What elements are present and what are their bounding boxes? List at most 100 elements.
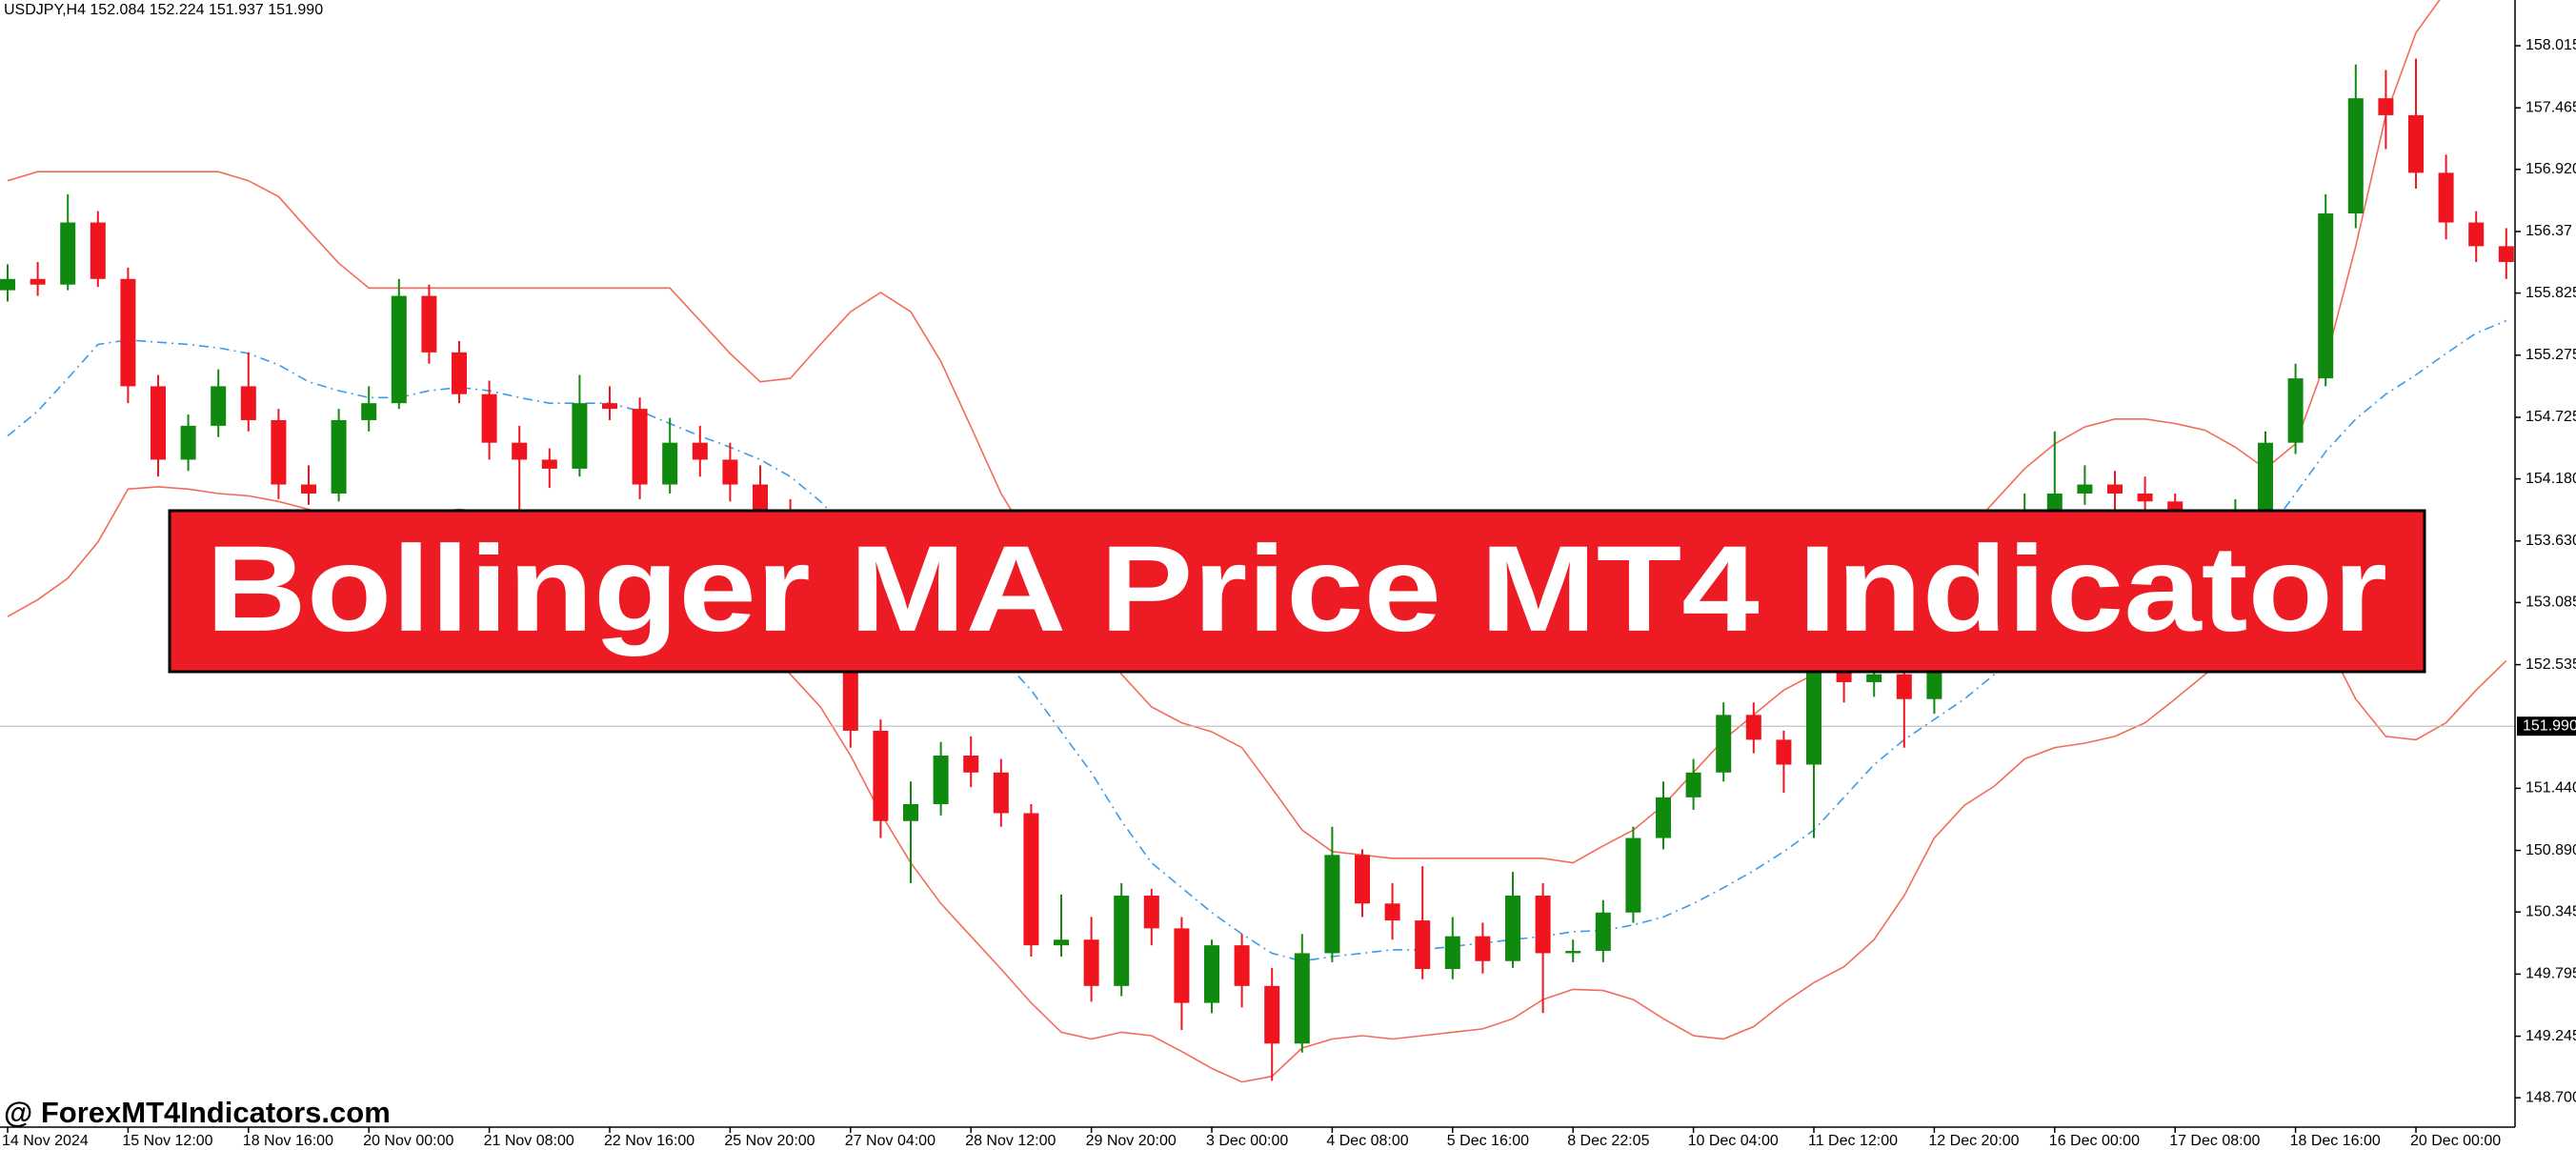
candle-body [2046,494,2063,511]
x-tick-label: 22 Nov 16:00 [604,1133,694,1149]
y-tick-label: 150.345 [2526,903,2576,919]
candle-body [1595,912,1611,952]
candle-body [1114,895,1130,986]
candle-body [2287,378,2304,443]
x-tick-label: 29 Nov 20:00 [1086,1133,1177,1149]
candle-body [572,403,588,469]
candle-body [602,403,617,410]
candle-body [2498,246,2514,263]
candle-body [2378,98,2394,115]
candle-body [1806,656,1821,765]
candle-body [2438,172,2454,223]
candle-body [30,278,46,285]
candle-body [2137,494,2153,502]
y-tick-label: 156.920 [2526,161,2576,177]
candle-body [541,459,557,469]
candle-body [211,386,227,426]
candle-body [722,459,738,485]
current-price-label: 151.990 [2523,717,2576,734]
x-tick-label: 21 Nov 08:00 [484,1133,574,1149]
candle-body [993,772,1009,814]
candle-body [180,425,196,460]
candle-body [1264,985,1280,1044]
candle-body [301,484,316,494]
candle-body [120,278,136,387]
candle-body [1745,715,1761,740]
candle-body [0,278,15,291]
x-tick-label: 10 Dec 04:00 [1688,1133,1779,1149]
candle-body [933,756,949,804]
y-tick-label: 156.37 [2526,223,2572,239]
y-tick-label: 151.440 [2526,780,2576,797]
candle-body [1625,837,1641,913]
candle-body [1355,855,1370,904]
candle-body [240,386,256,420]
candle-body [331,419,347,494]
x-tick-label: 4 Dec 08:00 [1326,1133,1408,1149]
banner-box [168,509,2426,674]
x-tick-label: 25 Nov 20:00 [724,1133,815,1149]
y-tick-label: 150.890 [2526,842,2576,858]
candle-body [1565,951,1581,954]
candle-body [2347,98,2364,214]
candle-body [1656,797,1671,838]
y-tick-label: 155.825 [2526,285,2576,301]
candle-body [512,442,528,460]
y-tick-label: 152.535 [2526,656,2576,673]
candle-body [1384,903,1400,921]
candle-body [1023,813,1039,946]
upper-band [7,0,2441,864]
candle-body [1444,936,1460,970]
candle-body [662,442,678,485]
candle-body [1535,895,1551,954]
candle-body [2107,484,2123,494]
y-tick-label: 153.630 [2526,533,2576,549]
candle-body [1415,920,1431,970]
x-tick-label: 28 Nov 12:00 [965,1133,1056,1149]
candle-body [1294,953,1310,1044]
y-tick-label: 154.725 [2526,409,2576,425]
x-tick-label: 17 Dec 08:00 [2169,1133,2260,1149]
candle-body [2258,442,2273,511]
y-tick-label: 157.465 [2526,99,2576,115]
x-tick-label: 3 Dec 00:00 [1206,1133,1288,1149]
y-tick-label: 148.700 [2526,1089,2576,1105]
x-tick-label: 15 Nov 12:00 [122,1133,212,1149]
candle-body [361,403,377,420]
candle-body [1083,939,1099,986]
candle-body [1204,945,1219,1003]
candle-body [2077,484,2093,494]
candle-body [1324,855,1340,954]
current-price-box [2517,716,2576,736]
y-tick-label: 153.085 [2526,595,2576,611]
x-tick-label: 20 Dec 00:00 [2410,1133,2501,1149]
chart-header: USDJPY,H4 152.084 152.224 151.937 151.99… [4,2,323,18]
candle-body [1866,674,1882,682]
x-tick-label: 20 Nov 00:00 [363,1133,453,1149]
candle-body [632,409,648,485]
y-tick-label: 155.275 [2526,347,2576,363]
candle-body [1716,715,1732,773]
x-tick-label: 5 Dec 16:00 [1447,1133,1529,1149]
candle-body [2318,213,2334,379]
x-tick-label: 8 Dec 22:05 [1567,1133,1649,1149]
candle-body [1685,772,1701,797]
candle-body [151,386,166,460]
banner-title: Bollinger MA Price MT4 Indicator [206,521,2387,657]
candle-body [903,803,918,821]
y-tick-label: 149.795 [2526,966,2576,982]
candle-body [1054,939,1069,946]
candle-body [481,393,497,443]
y-tick-label: 154.180 [2526,471,2576,487]
candle-body [1776,739,1792,765]
candle-body [1143,895,1159,929]
x-tick-label: 16 Dec 00:00 [2049,1133,2140,1149]
candle-body [753,484,768,511]
candle-body [1475,936,1491,961]
overlay: Bollinger MA Price MT4 Indicator @ Forex… [4,509,2426,1129]
candle-body [421,295,437,353]
candle-body [1174,928,1190,1003]
